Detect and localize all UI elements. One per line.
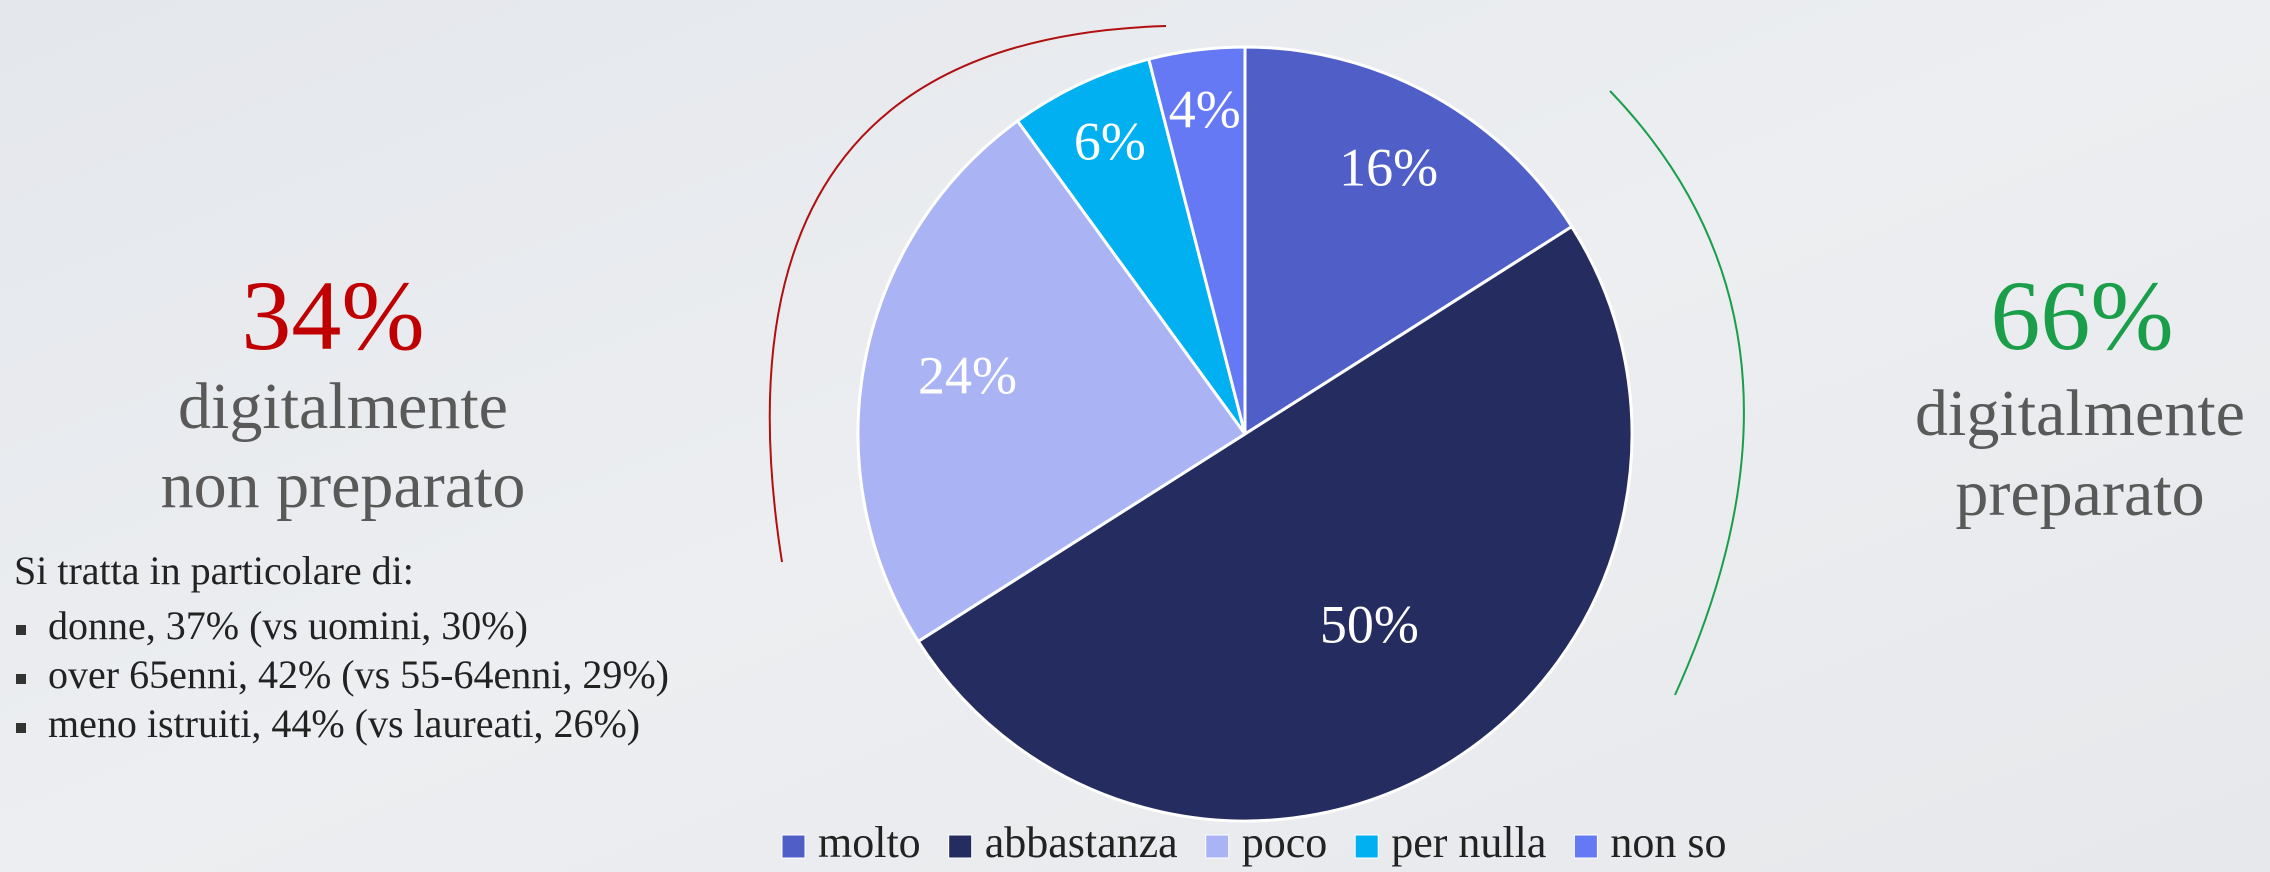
slice-label: 24% [918,345,1017,405]
legend-swatch [1205,834,1230,859]
legend-label: poco [1242,818,1328,867]
pie-slice [1015,57,1247,435]
legend-swatch [1573,834,1598,859]
bullet-text: donne, 37% (vs uomini, 30%) [48,603,528,648]
bullet-text: over 65enni, 42% (vs 55-64enni, 29%) [48,652,669,697]
legend-swatch [781,834,806,859]
bracket-arc-left [768,25,1167,563]
legend-label: abbastanza [985,818,1178,867]
right-headline: 66% [1990,260,2173,371]
pie-slice [856,118,1248,644]
pie-slice [1243,45,1574,437]
left-line: digitalmente [178,370,508,443]
bracket-arc-right [1609,90,1745,696]
left-line: non preparato [161,449,526,522]
slice-label: 4% [1169,80,1241,140]
left-headline: 34% [241,260,424,371]
bullet-marker [16,723,26,733]
bullet-marker [16,674,26,684]
bullet-text: meno istruiti, 44% (vs laureati, 26%) [48,701,640,746]
slice-label: 6% [1074,111,1146,171]
right-line: preparato [1955,457,2204,530]
legend-label: non so [1610,818,1726,867]
legend-swatch [1354,834,1379,859]
legend-swatch [948,834,973,859]
bullet-marker [16,625,26,635]
left-intro: Si tratta in particolare di: [14,548,414,593]
slice-label: 50% [1320,594,1419,654]
slice-label: 16% [1339,137,1438,197]
pie-slice [1146,45,1247,435]
pie-slice [918,227,1632,821]
legend-label: per nulla [1391,818,1546,867]
legend-label: molto [818,818,921,867]
right-line: digitalmente [1915,377,2245,450]
